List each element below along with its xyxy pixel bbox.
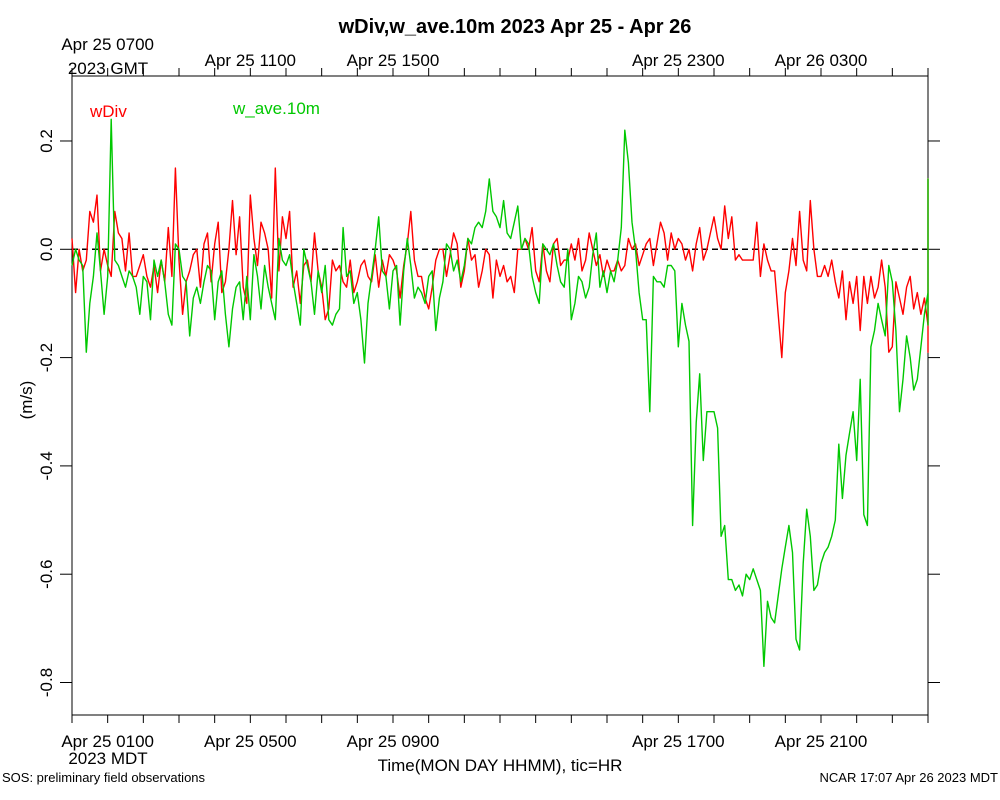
y-tick-label: -0.8 [37,668,56,697]
footer-right: NCAR 17:07 Apr 26 2023 MDT [820,770,999,785]
bottom-zone-label: 2023 MDT [68,749,147,768]
legend-wdiv: wDiv [89,102,127,121]
y-tick-label: 0.0 [37,237,56,261]
y-tick-label: -0.2 [37,343,56,372]
x-tick-label-top: Apr 25 2300 [632,51,725,70]
y-axis-label: (m/s) [17,381,36,420]
x-axis-label: Time(MON DAY HHMM), tic=HR [378,756,623,775]
x-tick-label-top: Apr 26 0300 [775,51,868,70]
legend-w-ave-10m: w_ave.10m [232,99,320,118]
x-tick-label-bottom: Apr 25 0500 [204,732,297,751]
y-tick-label: -0.4 [37,451,56,480]
series-line-w-ave-10m [71,118,929,667]
top-zone-label: 2023 GMT [68,59,148,78]
footer-left: SOS: preliminary field observations [2,770,206,785]
x-tick-label-bottom: Apr 25 0900 [347,732,440,751]
x-tick-label-bottom: Apr 25 1700 [632,732,725,751]
x-tick-label-bottom: Apr 25 0100 [61,732,154,751]
chart-title: wDiv,w_ave.10m 2023 Apr 25 - Apr 26 [338,16,692,38]
y-tick-label: -0.6 [37,560,56,589]
x-tick-label-top: Apr 25 1500 [347,51,440,70]
x-tick-label-bottom: Apr 25 2100 [775,732,868,751]
y-tick-label: 0.2 [37,129,56,153]
x-tick-label-top: Apr 25 0700 [61,35,154,54]
x-tick-label-top: Apr 25 1100 [205,51,296,70]
